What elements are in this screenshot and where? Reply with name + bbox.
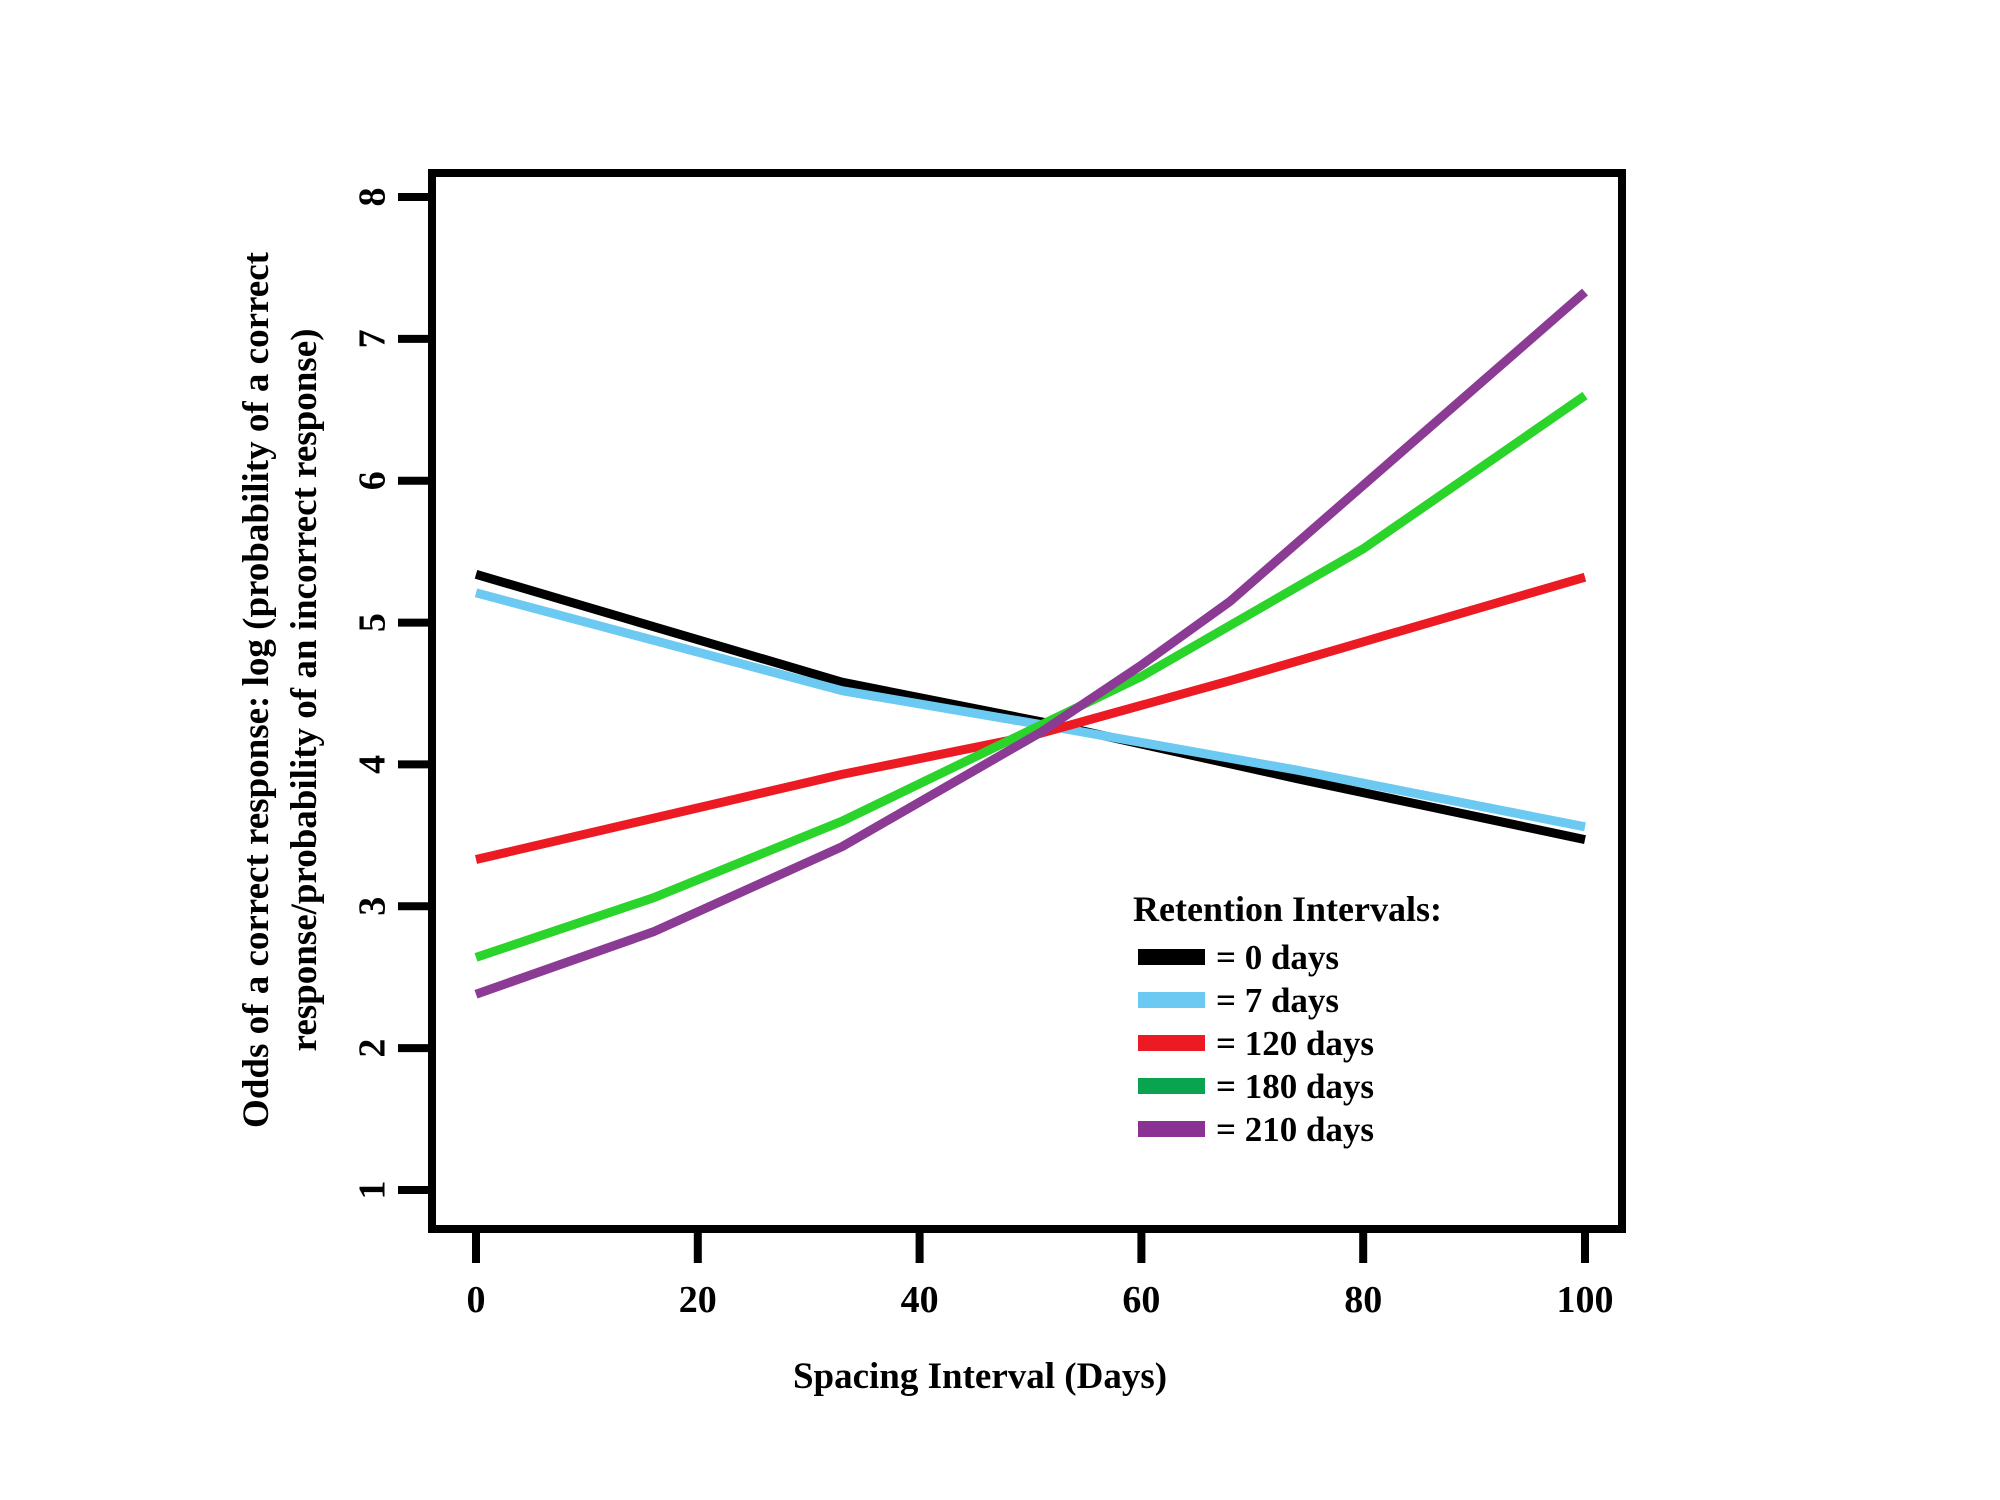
y-tick-label: 5 bbox=[352, 613, 394, 632]
x-tick-label: 80 bbox=[1344, 1279, 1382, 1321]
y-tick-label: 4 bbox=[352, 755, 394, 774]
legend: Retention Intervals: = 0 days = 7 days = 12… bbox=[1133, 889, 1442, 1149]
plot-area bbox=[428, 169, 1626, 1233]
legend-label: = 210 days bbox=[1216, 1110, 1374, 1149]
data-series bbox=[474, 288, 1588, 999]
series-line-0-days bbox=[474, 569, 1586, 845]
legend-swatch--120-days bbox=[1138, 1035, 1205, 1051]
legend-label: = 120 days bbox=[1216, 1024, 1374, 1063]
y-axis-title-line1: Odds of a correct response: log (probabi… bbox=[236, 251, 277, 1128]
axis-labels: Spacing Interval (Days) Odds of a correct… bbox=[236, 251, 1167, 1397]
y-tick-label: 8 bbox=[352, 188, 394, 207]
y-tick-label: 6 bbox=[352, 471, 394, 490]
x-tick-label: 40 bbox=[901, 1279, 939, 1321]
legend-label: = 7 days bbox=[1216, 981, 1339, 1020]
plot-border bbox=[428, 169, 1626, 1233]
y-axis-title-line2: response/probability of an incorrect res… bbox=[284, 329, 325, 1052]
x-axis-title: Spacing Interval (Days) bbox=[793, 1356, 1167, 1397]
x-tick-label: 20 bbox=[679, 1279, 717, 1321]
series-line-180-days bbox=[474, 391, 1588, 962]
x-tick-label: 60 bbox=[1122, 1279, 1160, 1321]
legend-title: Retention Intervals: bbox=[1133, 889, 1442, 929]
y-tick-label: 3 bbox=[352, 897, 394, 916]
x-tick-label: 0 bbox=[467, 1279, 486, 1321]
series-line-210-days bbox=[474, 288, 1588, 999]
legend-label: = 0 days bbox=[1216, 938, 1339, 977]
legend-swatch--0-days bbox=[1138, 949, 1205, 965]
x-tick-label: 100 bbox=[1557, 1279, 1614, 1321]
y-tick-label: 2 bbox=[352, 1039, 394, 1058]
x-axis-ticks: 0 20 40 60 80 100 bbox=[467, 1229, 1614, 1321]
legend-swatch--7-days bbox=[1138, 992, 1205, 1008]
y-axis-ticks: 1 2 3 4 5 6 7 8 bbox=[352, 188, 432, 1200]
y-tick-label: 1 bbox=[352, 1181, 394, 1200]
y-tick-label: 7 bbox=[352, 329, 394, 348]
legend-swatch--180-days bbox=[1138, 1078, 1205, 1094]
legend-swatch--210-days bbox=[1138, 1121, 1205, 1137]
legend-label: = 180 days bbox=[1216, 1067, 1374, 1106]
